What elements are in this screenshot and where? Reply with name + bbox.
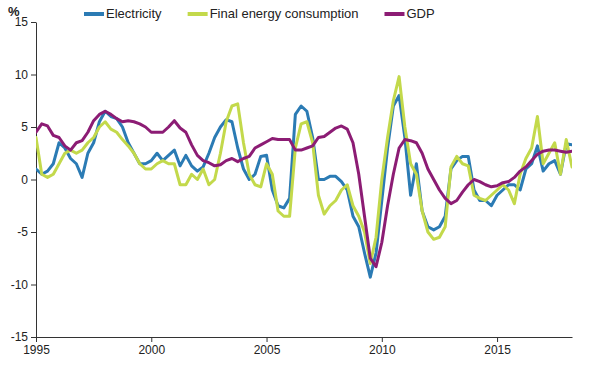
y-tick-mark bbox=[31, 75, 36, 76]
x-tick-mark bbox=[497, 337, 498, 342]
legend-swatch bbox=[188, 12, 208, 16]
y-axis-line bbox=[36, 23, 37, 338]
lines bbox=[36, 77, 572, 278]
y-tick: 10 bbox=[15, 68, 36, 82]
legend-item: Final energy consumption bbox=[188, 6, 359, 21]
chart: -15-10-505101519952000200520102015%Elect… bbox=[0, 0, 614, 391]
legend-label: GDP bbox=[406, 6, 434, 21]
x-tick-label: 2005 bbox=[254, 343, 281, 357]
y-tick: 0 bbox=[21, 173, 36, 187]
x-axis-line bbox=[37, 337, 573, 338]
y-tick-mark bbox=[31, 285, 36, 286]
y-tick-mark bbox=[31, 127, 36, 128]
x-tick: 2000 bbox=[138, 337, 165, 357]
x-tick: 2010 bbox=[369, 337, 396, 357]
x-tick-label: 2000 bbox=[138, 343, 165, 357]
legend-swatch bbox=[84, 12, 104, 16]
legend-label: Final energy consumption bbox=[210, 6, 359, 21]
y-tick-label: 0 bbox=[21, 173, 28, 187]
x-tick-mark bbox=[267, 337, 268, 342]
y-tick: -5 bbox=[17, 225, 36, 239]
x-axis: 1995 2000 2005 2010 2015 bbox=[23, 337, 572, 357]
x-tick: 1995 bbox=[23, 337, 50, 357]
legend-item: Electricity bbox=[84, 6, 162, 21]
y-axis-title: % bbox=[8, 4, 20, 19]
y-axis: -15-10-5051015 bbox=[11, 15, 37, 344]
y-tick: 5 bbox=[21, 120, 36, 134]
y-tick-mark bbox=[31, 232, 36, 233]
legend-item: GDP bbox=[384, 6, 434, 21]
y-tick-label: -10 bbox=[11, 278, 29, 292]
x-tick-label: 1995 bbox=[23, 343, 50, 357]
series-line bbox=[36, 111, 572, 266]
x-tick-label: 2010 bbox=[369, 343, 396, 357]
y-tick-label: 5 bbox=[21, 120, 28, 134]
x-tick-label: 2015 bbox=[484, 343, 511, 357]
legend-swatch bbox=[384, 12, 404, 16]
y-tick-label: -5 bbox=[17, 225, 28, 239]
y-tick-mark bbox=[31, 180, 36, 181]
y-tick: -10 bbox=[11, 278, 36, 292]
x-tick: 2005 bbox=[254, 337, 281, 357]
series-line bbox=[36, 77, 572, 264]
legend: Electricity Final energy consumption GDP bbox=[84, 6, 435, 21]
x-tick: 2015 bbox=[484, 337, 511, 357]
y-tick-mark bbox=[31, 22, 36, 23]
y-tick-label: 10 bbox=[15, 68, 29, 82]
y-tick-mark bbox=[31, 337, 36, 338]
x-tick-mark bbox=[36, 337, 37, 342]
x-tick-mark bbox=[382, 337, 383, 342]
x-tick-mark bbox=[151, 337, 152, 342]
legend-label: Electricity bbox=[106, 6, 162, 21]
